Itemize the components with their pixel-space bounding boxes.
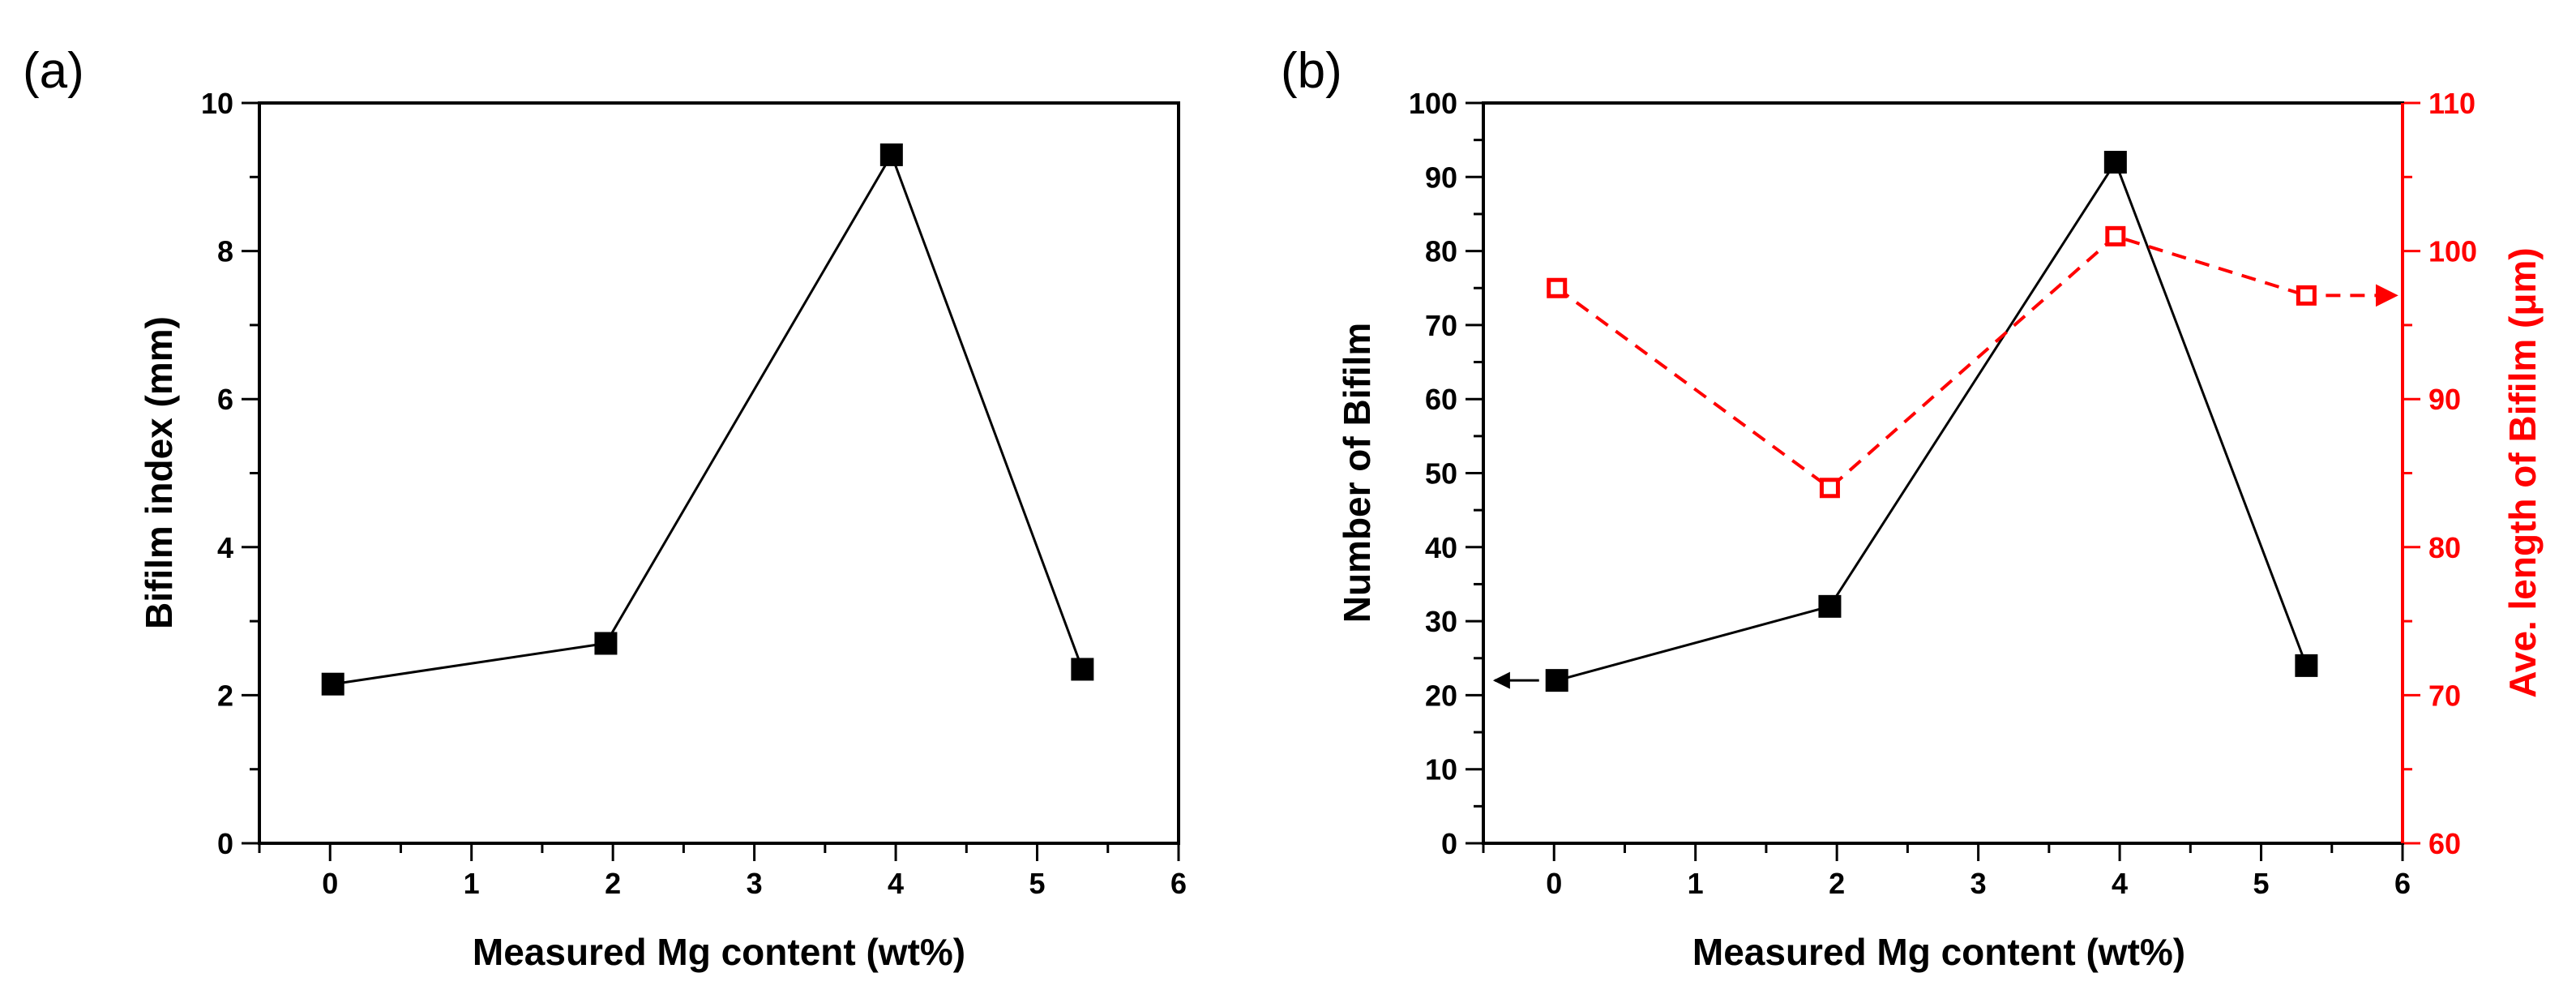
y2-tick-label: 80 xyxy=(2428,531,2461,564)
data-point xyxy=(2296,285,2317,306)
data-point xyxy=(879,143,903,166)
y-tick-label: 90 xyxy=(1425,161,1457,194)
data-point xyxy=(1547,277,1568,298)
data-point xyxy=(594,632,618,655)
y-tick-label: 6 xyxy=(217,383,233,416)
panel-b-y-axis-title: Number of Bifilm xyxy=(1336,323,1378,624)
data-point xyxy=(2105,225,2126,246)
panel-b-y2-axis-title: Ave. length of Bifilm (μm) xyxy=(2501,247,2544,697)
data-point xyxy=(1545,669,1568,692)
data-point xyxy=(1819,478,1840,499)
y-tick-label: 4 xyxy=(217,531,233,564)
panel-a-y-axis-title: Bifilm index (mm) xyxy=(138,316,180,629)
x-tick-label: 2 xyxy=(1829,867,1845,900)
x-tick-label: 6 xyxy=(1170,867,1187,900)
panel-a-x-axis-title: Measured Mg content (wt%) xyxy=(473,931,965,973)
y-tick-label: 80 xyxy=(1425,235,1457,268)
panel-b: (b) 0 1 2 3 4 5 601020304050607080901006070809… xyxy=(1281,43,2544,973)
y-tick-label: 50 xyxy=(1425,457,1457,491)
data-point xyxy=(321,672,344,696)
y-tick-label: 2 xyxy=(217,679,233,712)
x-tick-label: 0 xyxy=(322,867,338,900)
panel-b-label: (b) xyxy=(1281,43,1342,99)
y-tick-label: 0 xyxy=(217,827,233,860)
x-tick-label: 2 xyxy=(605,867,621,900)
y-tick-label: 70 xyxy=(1425,309,1457,342)
data-point xyxy=(1071,658,1094,681)
panel-b-series xyxy=(1492,151,2398,692)
x-tick-label: 4 xyxy=(2112,867,2128,900)
y-tick-label: 20 xyxy=(1425,679,1457,712)
panel-a-label: (a) xyxy=(23,43,84,99)
y-tick-label: 10 xyxy=(201,87,233,120)
y-tick-label: 8 xyxy=(217,235,233,268)
panel-b-plot-frame xyxy=(1482,101,2404,845)
x-tick-label: 1 xyxy=(464,867,480,900)
y2-tick-label: 90 xyxy=(2428,383,2461,416)
y-tick-label: 60 xyxy=(1425,383,1457,416)
y2-tick-label: 100 xyxy=(2428,235,2477,268)
x-tick-label: 3 xyxy=(747,867,763,900)
x-tick-label: 6 xyxy=(2394,867,2411,900)
y2-tick-label: 110 xyxy=(2428,87,2475,120)
series-line xyxy=(332,152,1084,686)
panel-b-x-axis-title: Measured Mg content (wt%) xyxy=(1692,931,2185,973)
x-tick-label: 4 xyxy=(888,867,904,900)
panel-a-ticks: 0 1 2 3 4 5 6 0 2 4 6 8 10 xyxy=(201,87,1187,900)
y-tick-label: 0 xyxy=(1441,827,1457,860)
y-tick-label: 40 xyxy=(1425,531,1457,564)
x-tick-label: 3 xyxy=(1971,867,1987,900)
y-tick-label: 10 xyxy=(1425,753,1457,787)
data-point xyxy=(1818,594,1842,618)
panel-a-series xyxy=(321,143,1094,696)
panel-a-plot-frame xyxy=(258,101,1180,845)
data-point xyxy=(2295,654,2318,677)
data-point xyxy=(2103,151,2127,174)
x-tick-label: 1 xyxy=(1688,867,1704,900)
y2-tick-label: 60 xyxy=(2428,827,2461,860)
series-line xyxy=(1556,159,2308,682)
x-tick-label: 5 xyxy=(2253,867,2270,900)
y-tick-label: 100 xyxy=(1409,87,1457,120)
x-tick-label: 0 xyxy=(1546,867,1562,900)
panel-b-ticks: 0 1 2 3 4 5 6010203040506070809010060708090100… xyxy=(1409,87,2477,900)
x-tick-label: 5 xyxy=(1029,867,1046,900)
y-tick-label: 30 xyxy=(1425,605,1457,638)
y2-tick-label: 70 xyxy=(2428,679,2461,712)
panel-a: (a) 0 1 2 3 4 5 6 0 2 4 6 8 10 Measured Mg content (… xyxy=(23,43,1187,973)
